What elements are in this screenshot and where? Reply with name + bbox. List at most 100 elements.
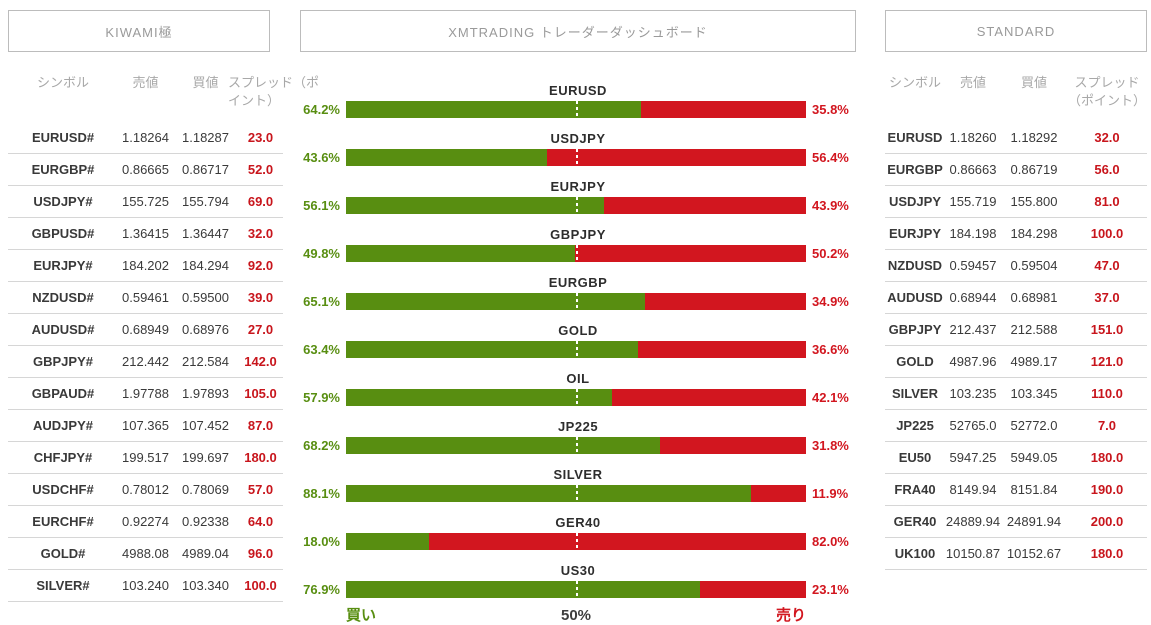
buy-price-cell: 184.294 <box>182 258 229 273</box>
buy-segment <box>346 197 605 214</box>
symbol-cell: NZDUSD <box>887 258 943 273</box>
instrument-label: GBPJPY <box>550 227 606 242</box>
symbol-cell: EURUSD# <box>31 130 95 145</box>
trader-dashboard-panel: XMTRADING トレーダーダッシュボード EURUSD 64.2% 35.8… <box>300 10 856 625</box>
table-row: AUDUSD 0.68944 0.68981 37.0 <box>885 282 1147 314</box>
fifty-percent-line <box>576 245 578 262</box>
sell-segment <box>428 533 806 550</box>
buy-price-cell: 103.340 <box>182 578 229 593</box>
symbol-cell: USDJPY <box>888 194 942 209</box>
sell-price-cell: 103.240 <box>122 578 169 593</box>
fifty-percent-line <box>576 197 578 214</box>
sell-price-cell: 52765.0 <box>949 418 997 433</box>
spread-cell: 100.0 <box>1090 226 1124 241</box>
sell-price-cell: 212.442 <box>122 354 169 369</box>
buy-price-cell: 0.78069 <box>182 482 229 497</box>
buy-percent-label: 88.1% <box>303 486 340 501</box>
instrument-label: JP225 <box>557 419 599 434</box>
symbol-cell: CHFJPY# <box>33 450 93 465</box>
sell-price-cell: 0.78012 <box>122 482 169 497</box>
spread-cell: 69.0 <box>247 194 274 209</box>
buy-percent-label: 56.1% <box>303 198 340 213</box>
sentiment-row: GBPJPY 49.8% 50.2% <box>300 228 856 262</box>
symbol-cell: USDJPY# <box>33 194 93 209</box>
sentiment-row: EURGBP 65.1% 34.9% <box>300 276 856 310</box>
spread-cell: 200.0 <box>1090 514 1124 529</box>
sell-price-cell: 5947.25 <box>949 450 997 465</box>
midpoint-label: 50% <box>560 607 592 624</box>
standard-panel: STANDARD シンボル 売値 買値 スプレッド （ポイント） EURUSD … <box>885 10 1147 570</box>
table-row: UK100 10150.87 10152.67 180.0 <box>885 538 1147 570</box>
fifty-percent-line <box>576 437 578 454</box>
instrument-label: EURGBP <box>548 275 608 290</box>
table-row: EURUSD# 1.18264 1.18287 23.0 <box>8 122 283 154</box>
spread-cell: 32.0 <box>1094 130 1120 145</box>
table-row: SILVER 103.235 103.345 110.0 <box>885 378 1147 410</box>
table-row: EURCHF# 0.92274 0.92338 64.0 <box>8 506 283 538</box>
sentiment-bar <box>346 293 806 310</box>
sentiment-bar <box>346 437 806 454</box>
buy-column-header: 買値 <box>1020 75 1047 90</box>
sell-price-cell: 184.198 <box>949 226 997 241</box>
buy-price-cell: 1.97893 <box>182 386 229 401</box>
buy-price-cell: 4989.17 <box>1010 354 1058 369</box>
buy-segment <box>346 389 613 406</box>
fifty-percent-line <box>576 581 578 598</box>
sell-price-cell: 212.437 <box>949 322 997 337</box>
sell-price-cell: 10150.87 <box>945 546 1001 561</box>
buy-percent-label: 43.6% <box>303 150 340 165</box>
sell-segment <box>659 437 806 454</box>
table-row: GOLD# 4988.08 4989.04 96.0 <box>8 538 283 570</box>
dashboard-panel-title: XMTRADING トレーダーダッシュボード <box>448 24 708 40</box>
symbol-cell: EURCHF# <box>32 514 94 529</box>
symbol-cell: JP225 <box>896 418 934 433</box>
instrument-label: SILVER <box>553 467 603 482</box>
sell-segment <box>604 197 806 214</box>
fifty-percent-line <box>576 101 578 118</box>
symbol-cell: EU50 <box>898 450 932 465</box>
table-row: AUDUSD# 0.68949 0.68976 27.0 <box>8 314 283 346</box>
sell-price-cell: 0.59457 <box>949 258 997 273</box>
symbol-cell: EURJPY# <box>33 258 93 273</box>
table-row: EURUSD 1.18260 1.18292 32.0 <box>885 122 1147 154</box>
symbol-cell: GER40 <box>893 514 937 529</box>
sentiment-bars: EURUSD 64.2% 35.8% USDJPY 43.6% 56.4% EU… <box>300 84 856 598</box>
table-row: FRA40 8149.94 8151.84 190.0 <box>885 474 1147 506</box>
sell-price-cell: 155.719 <box>949 194 997 209</box>
table-row: GOLD 4987.96 4989.17 121.0 <box>885 346 1147 378</box>
buy-segment <box>346 341 638 358</box>
sell-percent-label: 56.4% <box>812 150 849 165</box>
buy-segment <box>346 581 700 598</box>
sell-price-cell: 1.97788 <box>122 386 169 401</box>
sentiment-row: GOLD 63.4% 36.6% <box>300 324 856 358</box>
sell-segment <box>751 485 806 502</box>
buy-price-cell: 10152.67 <box>1006 546 1062 561</box>
table-row: EURJPY 184.198 184.298 100.0 <box>885 218 1147 250</box>
spread-cell: 92.0 <box>247 258 274 273</box>
symbol-cell: EURGBP <box>887 162 943 177</box>
spread-cell: 27.0 <box>247 322 274 337</box>
sell-percent-label: 11.9% <box>812 486 849 501</box>
spread-cell: 56.0 <box>1094 162 1120 177</box>
symbol-cell: EURUSD <box>887 130 943 145</box>
sentiment-row: US30 76.9% 23.1% <box>300 564 856 598</box>
buy-segment <box>346 533 429 550</box>
table-row: NZDUSD# 0.59461 0.59500 39.0 <box>8 282 283 314</box>
buy-percent-label: 18.0% <box>303 534 340 549</box>
symbol-cell: NZDUSD# <box>32 290 94 305</box>
bars-axis-footer: 買い 50% 売り <box>300 604 856 625</box>
buy-price-cell: 212.588 <box>1010 322 1058 337</box>
sell-column-header: 売値 <box>959 75 986 90</box>
sell-price-cell: 199.517 <box>122 450 169 465</box>
spread-cell: 47.0 <box>1094 258 1120 273</box>
symbol-cell: USDCHF# <box>32 482 94 497</box>
symbol-cell: EURGBP# <box>31 162 95 177</box>
spread-cell: 39.0 <box>247 290 274 305</box>
sentiment-bar <box>346 197 806 214</box>
sentiment-bar <box>346 389 806 406</box>
symbol-cell: AUDUSD# <box>31 322 95 337</box>
spread-cell: 96.0 <box>247 546 274 561</box>
buy-price-cell: 24891.94 <box>1006 514 1062 529</box>
spread-cell: 105.0 <box>244 386 277 401</box>
sentiment-bar <box>346 485 806 502</box>
